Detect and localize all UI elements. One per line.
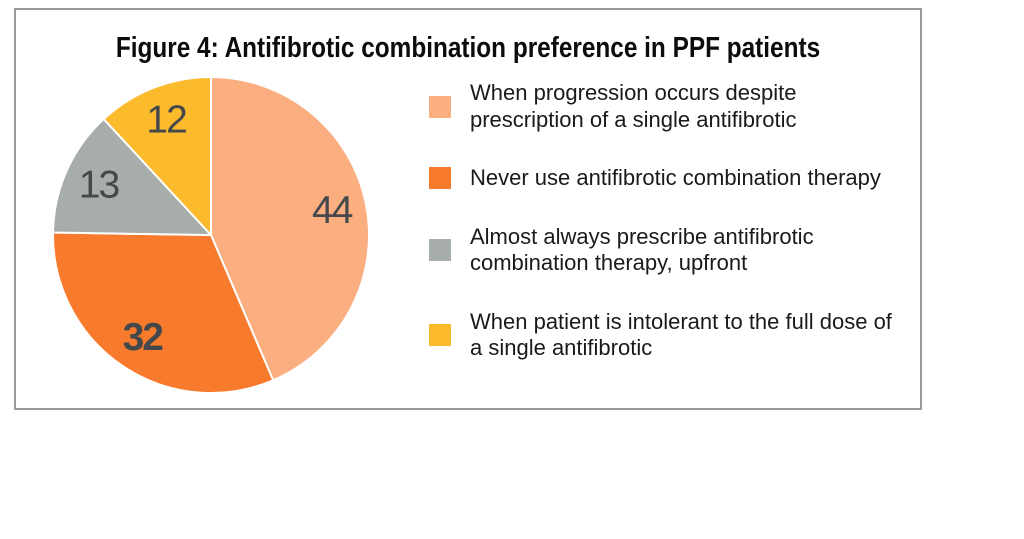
legend-item-intolerant: When patient is intolerant to the full d… bbox=[429, 309, 905, 362]
legend-swatch-yellow bbox=[429, 324, 451, 346]
pie-value-label: 13 bbox=[79, 163, 119, 206]
figure-title: Figure 4: Antifibrotic combination prefe… bbox=[115, 32, 821, 64]
pie-value-label: 32 bbox=[123, 316, 164, 359]
legend-item-progression: When progression occurs despite prescrip… bbox=[429, 80, 905, 133]
legend-label: Almost always prescribe antifibrotic com… bbox=[470, 223, 814, 276]
pie-slice bbox=[210, 76, 370, 382]
pie-slice bbox=[52, 231, 275, 394]
pie-slice bbox=[102, 76, 212, 236]
legend-label: When patient is intolerant to the full d… bbox=[470, 308, 892, 361]
legend-item-never-use: Never use antifibrotic combination thera… bbox=[429, 165, 905, 192]
legend-item-almost-always: Almost always prescribe antifibrotic com… bbox=[429, 224, 905, 277]
legend-label: When progression occurs despite prescrip… bbox=[470, 80, 797, 132]
legend-swatch-orange bbox=[429, 167, 451, 190]
chart-legend: When progression occurs despite prescrip… bbox=[429, 80, 905, 362]
pie-slice bbox=[52, 118, 212, 236]
pie-value-label: 44 bbox=[312, 189, 353, 232]
pie-value-label: 12 bbox=[146, 99, 186, 142]
legend-swatch-gray bbox=[429, 239, 451, 261]
legend-label: Never use antifibrotic combination thera… bbox=[470, 165, 881, 190]
legend-swatch-peach bbox=[429, 95, 451, 118]
